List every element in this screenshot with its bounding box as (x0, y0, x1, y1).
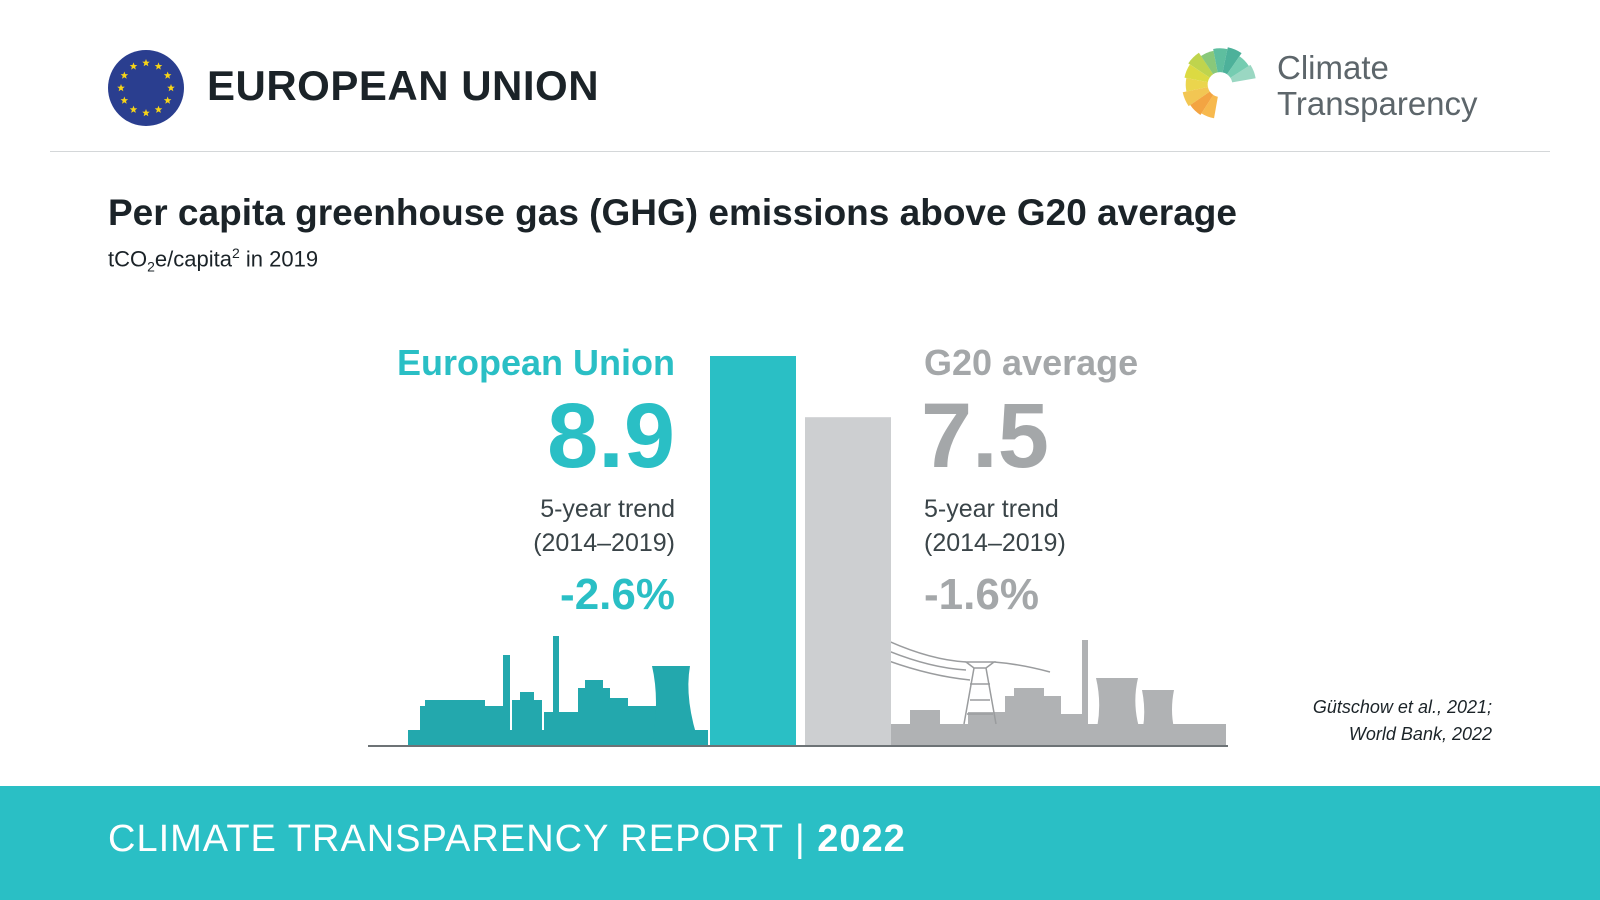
eu-flag-icon (108, 50, 184, 126)
eu-trend-label: 5-year trend (2014–2019) (533, 495, 675, 557)
chart-area (368, 356, 1228, 747)
g20-industry-skyline-icon (886, 640, 1226, 746)
climate-transparency-logo-icon (1182, 47, 1256, 119)
climate-transparency-wordmark: Climate Transparency (1277, 49, 1478, 122)
eu-value-label: 8.9 (547, 385, 675, 487)
header-divider (50, 151, 1550, 152)
eu-industry-skyline-icon (408, 636, 708, 746)
chart-baseline (368, 745, 1228, 747)
footer-banner: CLIMATE TRANSPARENCY REPORT | 2022 (0, 786, 1600, 900)
g20-trend-value: -1.6% (924, 570, 1039, 619)
g20-series-label: G20 average (924, 342, 1139, 383)
footer-report-title: CLIMATE TRANSPARENCY REPORT | 2022 (108, 818, 906, 860)
eu-bar (710, 356, 796, 745)
g20-trend-label: 5-year trend (2014–2019) (924, 495, 1066, 557)
eu-series-label: European Union (397, 342, 675, 383)
transmission-tower-icon (885, 639, 1051, 725)
g20-value-label: 7.5 (921, 385, 1049, 487)
source-note: Gütschow et al., 2021; World Bank, 2022 (1312, 697, 1492, 744)
header: EUROPEAN UNION Climate Transparency (0, 0, 1600, 152)
chart-title: Per capita greenhouse gas (GHG) emission… (108, 192, 1237, 233)
chart-subtitle: tCO2e/capita2 in 2019 (108, 245, 319, 275)
country-name: EUROPEAN UNION (207, 62, 600, 109)
g20-bar (805, 417, 891, 745)
eu-trend-value: -2.6% (560, 570, 675, 619)
